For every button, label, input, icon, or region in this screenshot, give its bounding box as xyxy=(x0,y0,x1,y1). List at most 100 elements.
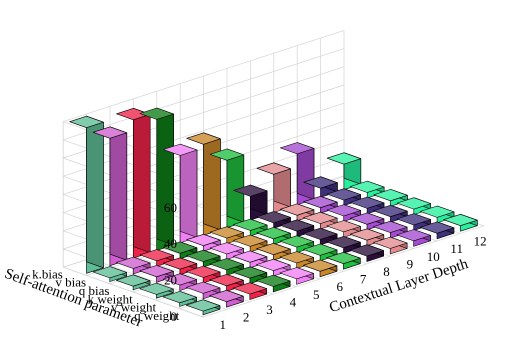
x-tick-label: 12 xyxy=(474,234,487,249)
bar-top-face xyxy=(349,228,385,241)
bar xyxy=(326,204,361,222)
bar xyxy=(303,211,338,230)
z-tick-label: 0 xyxy=(171,309,178,324)
x-tick-label: 2 xyxy=(243,310,250,325)
bar-top-face xyxy=(303,176,338,189)
bar xyxy=(186,234,221,252)
bar-top-face xyxy=(233,184,268,197)
bar-top-face xyxy=(350,180,385,193)
bar-top-face xyxy=(256,211,291,224)
bar xyxy=(186,281,221,300)
x-tick-label: 9 xyxy=(407,256,414,271)
bar-top-face xyxy=(349,196,385,209)
z-tick-label: 20 xyxy=(164,273,177,288)
bar-right-face xyxy=(179,143,198,238)
x-tick-label: 3 xyxy=(266,302,273,317)
bar xyxy=(162,257,198,276)
bar-top-face xyxy=(232,282,268,295)
bar-right-face xyxy=(86,115,104,269)
bar xyxy=(209,242,244,260)
bar-right-face xyxy=(226,148,245,223)
bar-top-face xyxy=(162,257,198,270)
floor-gridline xyxy=(202,225,484,318)
bar xyxy=(326,188,362,206)
bar-top-face xyxy=(92,126,128,139)
bar-top-face xyxy=(326,252,361,265)
bar-top-face xyxy=(232,266,268,279)
bar xyxy=(349,244,385,262)
bar xyxy=(162,241,198,260)
bar xyxy=(419,205,455,224)
bar-top-face xyxy=(233,234,268,247)
bar-top-face xyxy=(349,212,385,225)
bar xyxy=(185,299,221,316)
bar xyxy=(373,189,408,207)
bar-top-face xyxy=(326,204,361,217)
bar xyxy=(256,211,291,229)
x-tick-label: 7 xyxy=(360,272,367,287)
bar xyxy=(139,282,174,299)
bar-top-face xyxy=(162,273,197,286)
bar xyxy=(209,289,244,308)
bar-top-face xyxy=(303,227,338,240)
bar xyxy=(116,256,151,275)
bar-top-face xyxy=(116,256,151,269)
bar-top-face xyxy=(139,249,174,262)
bar xyxy=(279,235,315,253)
x-tick-label: 4 xyxy=(290,294,297,309)
bar-top-face xyxy=(186,281,221,294)
bar-top-face xyxy=(209,242,244,255)
y-tick-label: k.bias xyxy=(32,266,63,281)
x-tick-label: 6 xyxy=(336,279,343,294)
z-tick-label: 40 xyxy=(164,236,177,251)
bar xyxy=(233,218,268,237)
bar xyxy=(162,291,197,307)
bar xyxy=(373,220,408,239)
bar-top-face xyxy=(326,236,361,249)
bar xyxy=(139,249,174,267)
bar xyxy=(373,236,408,255)
bar xyxy=(163,143,198,244)
bar xyxy=(162,273,197,291)
bar-top-face xyxy=(256,227,291,240)
bar xyxy=(279,142,315,206)
bar xyxy=(396,197,432,215)
bar-top-face xyxy=(419,221,455,234)
bar xyxy=(396,229,431,247)
bar-top-face xyxy=(186,265,221,278)
bar xyxy=(326,220,361,238)
bar xyxy=(302,243,338,262)
bar-top-face xyxy=(256,274,291,287)
bar-top-face xyxy=(162,291,197,304)
bar-right-face xyxy=(133,108,151,253)
bar-top-face xyxy=(209,289,244,303)
bar-top-face xyxy=(232,250,268,263)
bar-top-face xyxy=(139,107,174,120)
bar-top-face xyxy=(373,189,408,202)
bar xyxy=(443,214,478,232)
bar-right-face xyxy=(156,107,174,246)
bar-top-face xyxy=(256,243,291,255)
bar xyxy=(232,282,268,300)
bar-top-face xyxy=(443,214,478,226)
x-tick-label: 1 xyxy=(219,317,226,332)
bar xyxy=(92,266,127,282)
bar xyxy=(279,267,314,285)
bar-top-face xyxy=(162,241,198,254)
bar-top-face xyxy=(116,108,151,121)
bar xyxy=(69,115,104,274)
bar xyxy=(232,250,268,269)
bar-top-face xyxy=(139,282,174,295)
bar-top-face xyxy=(373,220,408,233)
bar xyxy=(303,196,338,214)
bar xyxy=(209,274,244,292)
y-tick-label: v weight xyxy=(111,300,157,315)
bars-layer xyxy=(69,107,478,316)
bar-top-face xyxy=(186,234,221,246)
bar-top-face xyxy=(209,148,245,161)
x-tick-label: 10 xyxy=(427,249,440,264)
bar-top-face xyxy=(279,251,314,264)
bar xyxy=(209,258,244,276)
bar xyxy=(209,226,244,244)
bar-top-face xyxy=(163,143,198,156)
